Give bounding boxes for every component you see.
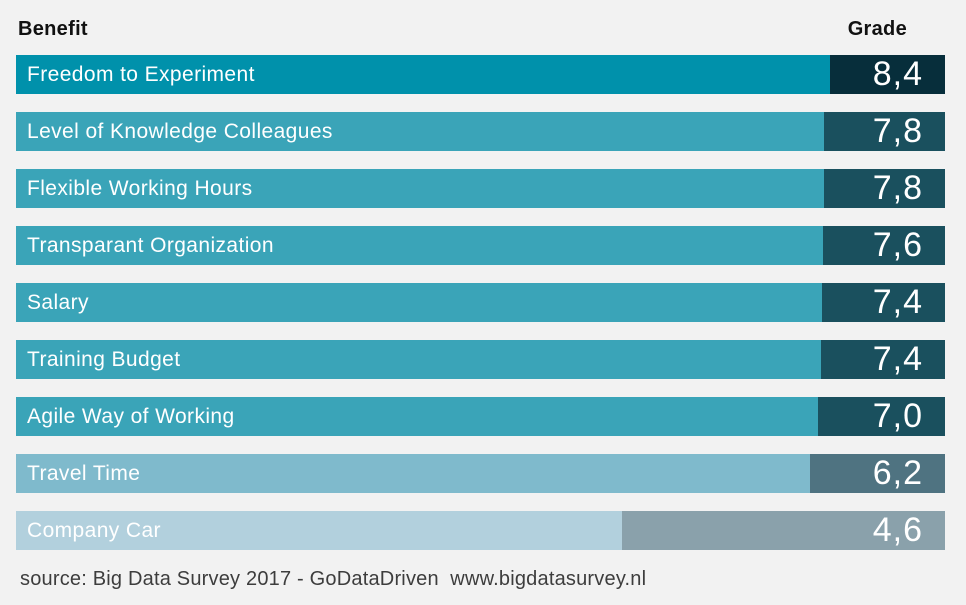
bar-segment-remainder: 7,8 [824,169,945,208]
benefit-label: Freedom to Experiment [27,62,255,86]
grade-value: 8,4 [872,55,923,93]
benefit-column-header: Benefit [18,18,88,40]
bar-chart-rows: Freedom to Experiment 8,4 Level of Knowled… [16,55,945,550]
benefit-label: Travel Time [27,461,141,485]
bar-segment-value: Level of Knowledge Colleagues [16,112,825,151]
grade-value: 7,6 [872,226,923,264]
bar-segment-remainder: 7,8 [824,112,945,151]
grade-column-header: Grade [847,18,907,40]
bar-segment-value: Training Budget [16,340,821,379]
benefit-row: Agile Way of Working 7,0 [16,397,945,436]
benefit-label: Company Car [27,518,161,542]
benefit-label: Flexible Working Hours [27,176,253,200]
benefit-row: Travel Time 6,2 [16,454,945,493]
benefit-row: Level of Knowledge Colleagues 7,8 [16,112,945,151]
grade-value: 7,4 [872,283,923,321]
bar-segment-remainder: 6,2 [810,454,945,493]
bar-segment-value: Transparant Organization [16,226,824,265]
bar-segment-value: Travel Time [16,454,811,493]
bar-segment-value: Flexible Working Hours [16,169,825,208]
benefit-label: Training Budget [27,347,181,371]
benefit-row: Transparant Organization 7,6 [16,226,945,265]
grade-value: 7,8 [872,169,923,207]
benefit-label: Salary [27,290,89,314]
bar-segment-remainder: 7,4 [822,283,945,322]
source-caption: source: Big Data Survey 2017 - GoDataDri… [20,568,647,590]
benefit-row: Salary 7,4 [16,283,945,322]
grade-value: 7,4 [872,340,923,378]
grade-value: 7,0 [872,397,923,435]
benefit-row: Flexible Working Hours 7,8 [16,169,945,208]
bar-segment-value: Company Car [16,511,622,550]
benefit-label: Transparant Organization [27,233,274,257]
grade-value: 4,6 [872,511,923,549]
bar-segment-remainder: 4,6 [621,511,945,550]
bar-segment-value: Freedom to Experiment [16,55,830,94]
benefit-label: Agile Way of Working [27,404,235,428]
bar-segment-value: Agile Way of Working [16,397,818,436]
bar-segment-remainder: 7,6 [823,226,945,265]
grade-value: 7,8 [872,112,923,150]
bar-segment-remainder: 7,4 [820,340,945,379]
chart-header: Benefit Grade [0,0,966,42]
benefit-label: Level of Knowledge Colleagues [27,119,333,143]
benefit-row: Freedom to Experiment 8,4 [16,55,945,94]
bar-segment-remainder: 8,4 [829,55,945,94]
benefit-row: Company Car 4,6 [16,511,945,550]
bar-segment-value: Salary [16,283,823,322]
bar-segment-remainder: 7,0 [817,397,945,436]
benefit-row: Training Budget 7,4 [16,340,945,379]
grade-value: 6,2 [872,454,923,492]
